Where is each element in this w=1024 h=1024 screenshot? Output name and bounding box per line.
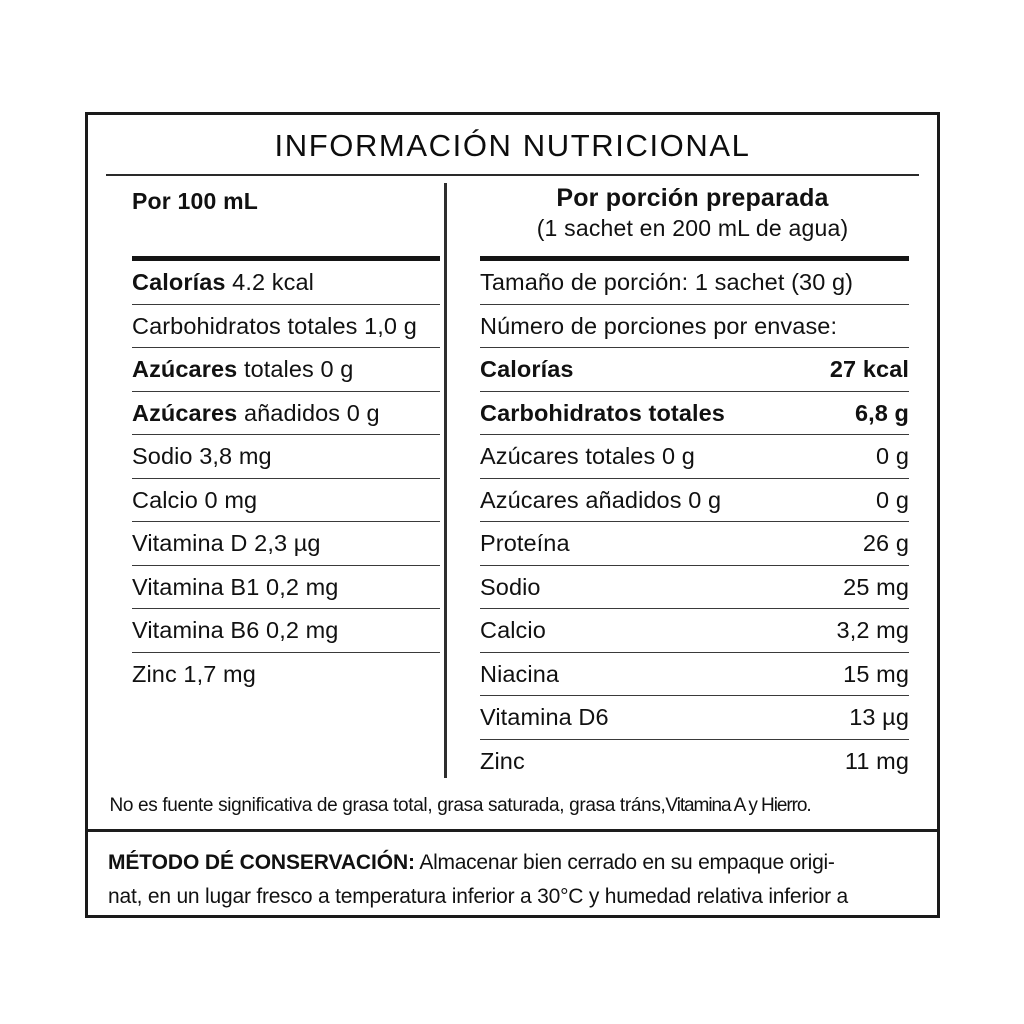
right-column-header: Por porción preparada (1 sachet en 200 m…	[450, 176, 919, 242]
table-row: Azúcares totales 0 g 0 g	[480, 435, 909, 479]
footnote-divider	[88, 829, 937, 833]
table-row: Sodio 25 mg	[480, 566, 909, 610]
table-row: Vitamina D6 13 µg	[480, 696, 909, 740]
nutrient-row-text: Azúcares totales 0 g	[132, 348, 353, 383]
nutrient-value: 0,2 mg	[259, 617, 339, 644]
nutrient-value: 11 mg	[844, 747, 909, 774]
table-row: Calcio 0 mg	[132, 479, 440, 523]
nutrient-value: 2,3 µg	[247, 530, 321, 557]
nutrient-name: Azúcares añadidos 0 g	[480, 486, 722, 513]
nutrient-value: 26 g	[862, 530, 909, 557]
nutrient-name: Vitamina D6	[480, 704, 609, 731]
table-row: Calcio 3,2 mg	[480, 609, 909, 653]
nutrient-value: 0 g	[876, 486, 909, 513]
table-row: Carbohidratos totales 6,8 g	[480, 392, 909, 436]
table-row: Calorías 27 kcal	[480, 348, 909, 392]
nutrient-value: 0 g	[876, 443, 909, 470]
table-row: Proteína 26 g	[480, 522, 909, 566]
nutrient-value: 1,0 g	[357, 312, 417, 339]
nutrient-name: Carbohidratos totales	[480, 399, 725, 426]
page-title: INFORMACIÓN NUTRICIONAL	[274, 128, 751, 163]
nutrient-value: 27 kcal	[829, 356, 909, 383]
right-table-top-rule	[480, 256, 909, 262]
nutrient-value: 0 mg	[197, 486, 258, 513]
nutrient-name: Proteína	[480, 530, 570, 557]
nutrient-row-text: Vitamina B1 0,2 mg	[132, 566, 338, 601]
nutrient-name: Sodio	[480, 573, 541, 600]
conservation-method: MÉTODO DÉ CONSERVACIÓN: Almacenar bien c…	[88, 832, 937, 914]
nutrient-value: 1,7 mg	[176, 660, 256, 687]
nutrient-name: Calcio	[480, 617, 546, 644]
nutrient-row-text: Carbohidratos totales 1,0 g	[132, 305, 417, 340]
per-serving-label: Por porción preparada	[556, 184, 829, 213]
table-row: Zinc 1,7 mg	[132, 653, 440, 697]
footnote-tail: Vitamina A y Hierro.	[665, 794, 811, 817]
conservation-line1: Almacenar bien cerrado en su empaque ori…	[414, 851, 835, 875]
table-row: Zinc 11 mg	[480, 740, 909, 784]
nutrient-name: Sodio	[132, 443, 193, 470]
table-row: Calorías 4.2 kcal	[132, 261, 440, 305]
left-table-top-rule	[132, 256, 440, 262]
footnote-main: No es fuente significativa de grasa tota…	[109, 794, 666, 817]
table-row: Vitamina B1 0,2 mg	[132, 566, 440, 610]
nutrient-row-text: Calorías 4.2 kcal	[132, 261, 314, 296]
title-divider	[106, 174, 919, 177]
table-row: Vitamina B6 0,2 mg	[132, 609, 440, 653]
nutrient-name: Vitamina B6	[132, 617, 260, 644]
nutrient-value: 15 mg	[843, 660, 909, 687]
column-headers: Por 100 mL Por porción preparada (1 sach…	[88, 176, 937, 242]
nutrient-name: Zinc	[132, 660, 177, 687]
nutrition-tables: Calorías 4.2 kcal Carbohidratos totales 1…	[88, 256, 937, 783]
table-row: Vitamina D 2,3 µg	[132, 522, 440, 566]
nutrient-row-text: Zinc 1,7 mg	[132, 653, 256, 688]
nutrient-value: totales 0 g	[237, 356, 354, 383]
table-row: Azúcares añadidos 0 g 0 g	[480, 479, 909, 523]
nutrient-value: 13 µg	[849, 704, 909, 731]
left-column-header: Por 100 mL	[106, 176, 450, 242]
nutrient-name: Tamaño de porción: 1 sachet (30 g)	[480, 269, 854, 296]
per-serving-sublabel: (1 sachet en 200 mL de agua)	[536, 215, 849, 242]
column-divider	[444, 183, 447, 778]
nutrient-row-text: Vitamina B6 0,2 mg	[132, 609, 338, 644]
nutrient-name: Azúcares totales 0 g	[480, 443, 695, 470]
table-row: Tamaño de porción: 1 sachet (30 g)	[480, 261, 909, 305]
per-serving-table: Tamaño de porción: 1 sachet (30 g) Número…	[450, 256, 919, 783]
nutrient-name: Vitamina B1	[132, 573, 260, 600]
table-row: Azúcares totales 0 g	[132, 348, 440, 392]
nutrient-name: Niacina	[480, 660, 560, 687]
nutrient-name: Zinc	[480, 747, 525, 774]
nutrient-name: Calorías	[132, 269, 226, 296]
nutrient-value: añadidos 0 g	[237, 399, 380, 426]
nutrient-value: 0,2 mg	[259, 573, 339, 600]
conservation-heading: MÉTODO DÉ CONSERVACIÓN:	[108, 851, 415, 875]
nutrient-name: Calorías	[480, 356, 574, 383]
conservation-line2: nat, en un lugar fresco a temperatura in…	[108, 885, 849, 909]
nutrient-name: Azúcares	[132, 399, 238, 426]
per-100ml-table: Calorías 4.2 kcal Carbohidratos totales 1…	[106, 256, 450, 783]
nutrient-name: Carbohidratos totales	[132, 312, 358, 339]
nutrient-row-text: Sodio 3,8 mg	[132, 435, 272, 470]
table-row: Número de porciones por envase:	[480, 305, 909, 349]
nutrient-row-text: Calcio 0 mg	[132, 479, 257, 514]
table-row: Azúcares añadidos 0 g	[132, 392, 440, 436]
table-row: Carbohidratos totales 1,0 g	[132, 305, 440, 349]
nutrient-value: 4.2 kcal	[225, 269, 314, 296]
footnote: No es fuente significativa de grasa tota…	[88, 783, 916, 817]
nutrient-name: Calcio	[132, 486, 198, 513]
nutrient-name: Vitamina D	[132, 530, 248, 557]
nutrient-name: Número de porciones por envase:	[480, 312, 838, 339]
nutrient-row-text: Azúcares añadidos 0 g	[132, 392, 380, 427]
nutrient-value: 6,8 g	[854, 399, 909, 426]
nutrition-facts-panel: INFORMACIÓN NUTRICIONAL Por 100 mL Por p…	[85, 112, 940, 918]
nutrient-name: Azúcares	[132, 356, 238, 383]
table-row: Sodio 3,8 mg	[132, 435, 440, 479]
nutrient-value: 3,8 mg	[192, 443, 272, 470]
table-row: Niacina 15 mg	[480, 653, 909, 697]
per-100ml-label: Por 100 mL	[132, 188, 258, 215]
nutrient-value: 25 mg	[843, 573, 909, 600]
nutrient-value: 3,2 mg	[836, 617, 909, 644]
nutrient-row-text: Vitamina D 2,3 µg	[132, 522, 321, 557]
